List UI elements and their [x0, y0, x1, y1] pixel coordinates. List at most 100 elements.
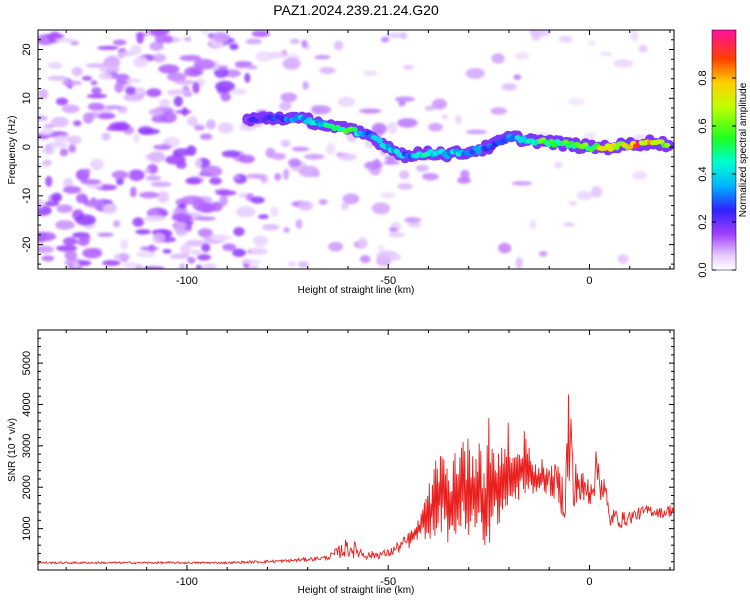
- x-tick-label: -100: [176, 275, 198, 287]
- noise-blob: [72, 262, 80, 268]
- noise-blob: [133, 56, 149, 68]
- noise-blob: [179, 54, 202, 62]
- noise-blob: [298, 165, 320, 178]
- noise-blob: [135, 250, 156, 258]
- noise-blob: [85, 199, 106, 208]
- y-tick-label: 0: [21, 144, 33, 150]
- x-tick-label: -100: [176, 576, 198, 588]
- noise-blob: [399, 170, 410, 180]
- noise-blob: [184, 66, 203, 77]
- noise-blob: [162, 249, 172, 254]
- noise-blob: [120, 239, 129, 250]
- spectral-ridge: [242, 111, 674, 164]
- noise-blob: [567, 98, 585, 106]
- noise-blob: [166, 72, 187, 82]
- noise-blob: [135, 229, 151, 235]
- noise-blob: [81, 75, 93, 81]
- noise-blob: [287, 261, 297, 267]
- noise-blob: [271, 152, 286, 160]
- noise-blob: [400, 31, 408, 40]
- noise-blob: [314, 55, 331, 60]
- noise-blob: [325, 143, 336, 155]
- noise-blob: [173, 96, 183, 107]
- noise-blob: [491, 53, 505, 64]
- colorbar-tick-label: 0.4: [697, 166, 709, 181]
- ridge-core: [376, 138, 383, 144]
- noise-blob: [157, 191, 170, 203]
- noise-blob: [211, 31, 230, 43]
- noise-blob: [45, 175, 53, 187]
- noise-blob: [45, 33, 65, 39]
- noise-blob: [422, 172, 439, 181]
- noise-blob: [143, 169, 151, 174]
- noise-blob: [214, 67, 229, 78]
- noise-blob: [371, 202, 391, 215]
- noise-blob: [209, 177, 223, 185]
- noise-blob: [291, 146, 310, 152]
- noise-blob: [130, 44, 142, 56]
- noise-blob: [279, 101, 292, 111]
- noise-blob: [337, 96, 355, 107]
- noise-blob: [342, 193, 360, 205]
- ridge-core: [607, 146, 614, 152]
- noise-blob: [104, 105, 123, 110]
- noise-blob: [125, 86, 137, 95]
- noise-blob: [144, 215, 166, 222]
- noise-blob: [87, 102, 105, 111]
- noise-blob: [109, 121, 131, 132]
- noise-blob: [554, 161, 563, 169]
- noise-blob: [113, 253, 131, 261]
- noise-blob: [236, 206, 256, 218]
- noise-blob: [181, 195, 203, 205]
- noise-blob: [165, 155, 186, 165]
- noise-blob: [193, 58, 215, 70]
- noise-blob: [111, 170, 129, 180]
- y-tick-label: 2000: [21, 475, 33, 499]
- noise-blob: [576, 190, 594, 201]
- noise-blob: [613, 59, 634, 68]
- noise-blob: [152, 232, 165, 244]
- noise-blob: [389, 253, 402, 261]
- noise-blob: [357, 237, 368, 249]
- noise-blob: [341, 202, 349, 211]
- noise-blob: [153, 144, 172, 150]
- noise-blob: [38, 88, 49, 100]
- noise-blob: [233, 227, 245, 237]
- noise-blob: [629, 30, 639, 42]
- noise-blob: [289, 38, 300, 44]
- noise-blob: [529, 219, 537, 230]
- noise-blob: [75, 214, 96, 226]
- noise-blob: [38, 231, 48, 243]
- noise-blob: [215, 80, 236, 93]
- noise-blob: [282, 57, 301, 70]
- noise-blob: [568, 201, 578, 206]
- noise-blob: [216, 190, 237, 196]
- noise-blob: [460, 169, 470, 180]
- noise-blob: [248, 264, 259, 269]
- noise-blob: [55, 97, 69, 106]
- noise-blob: [185, 239, 206, 247]
- colorbar-label: Normalized spectral amplitude: [738, 82, 749, 217]
- colorbar-tick-label: 0.2: [697, 214, 709, 229]
- noise-blob: [388, 232, 406, 238]
- noise-blob: [179, 263, 186, 269]
- noise-blob: [123, 93, 145, 102]
- noise-blob: [454, 114, 462, 125]
- noise-blob: [270, 206, 279, 218]
- noise-blob: [591, 185, 603, 198]
- snr-x-label: Height of straight line (km): [298, 585, 415, 596]
- spectral-blobs: [38, 30, 648, 269]
- noise-blob: [280, 92, 298, 103]
- noise-blob: [180, 243, 192, 255]
- noise-blob: [251, 30, 271, 38]
- noise-blob: [394, 96, 415, 102]
- noise-blob: [140, 246, 159, 251]
- noise-blob: [47, 61, 63, 70]
- noise-blob: [363, 70, 378, 76]
- noise-blob: [195, 264, 202, 269]
- noise-blob: [372, 158, 381, 170]
- noise-blob: [407, 222, 422, 228]
- noise-blob: [185, 177, 202, 185]
- y-tick-label: 10: [21, 92, 33, 104]
